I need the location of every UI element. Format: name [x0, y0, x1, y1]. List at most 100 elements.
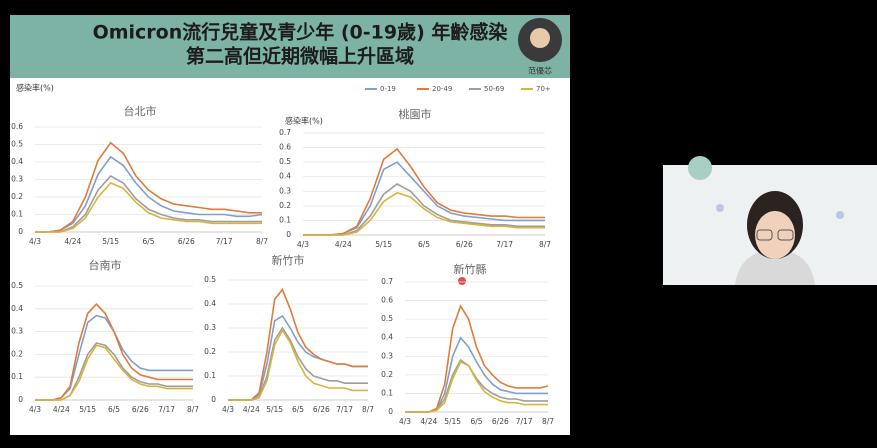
legend-label: 0-19	[380, 85, 396, 93]
y-tick-label: 0.5	[11, 140, 23, 149]
avatar-face	[530, 28, 550, 48]
slide-title: Omicron流行兒童及青少年 (0-19歲) 年齡感染	[93, 21, 508, 44]
x-tick-label: 8/7	[542, 417, 554, 426]
y-tick-label: 0.2	[381, 370, 393, 379]
y-tick-label: 0.1	[204, 371, 216, 380]
y-tick-label: 0.6	[11, 122, 23, 131]
data-line	[35, 155, 263, 233]
y-tick-label: 0.1	[11, 210, 23, 219]
x-tick-label: 6/26	[456, 240, 473, 249]
data-line	[303, 147, 545, 236]
x-tick-label: 8/7	[539, 240, 551, 249]
x-tick-label: 5/15	[375, 240, 392, 249]
x-tick-label: 4/3	[222, 405, 234, 414]
data-line	[35, 182, 262, 233]
chart-title: 新竹市	[272, 253, 305, 267]
x-tick-label: 5/15	[79, 405, 96, 414]
y-tick-label: 0.4	[11, 157, 23, 166]
legend-label: 70+	[536, 85, 551, 93]
slide-title: 第二高但近期微幅上升區域	[186, 45, 414, 68]
x-tick-label: 4/24	[420, 417, 437, 426]
x-tick-label: 6/26	[492, 417, 509, 426]
y-tick-label: 0.3	[204, 323, 216, 332]
data-line	[303, 191, 545, 236]
data-line	[35, 303, 193, 401]
y-tick-label: 0.6	[279, 143, 291, 152]
data-line	[405, 360, 548, 413]
legend: 0-19 20-49 50-69 70+	[365, 85, 551, 93]
x-tick-label: 7/17	[336, 405, 353, 414]
x-tick-label: 4/24	[335, 240, 352, 249]
person-face	[755, 211, 795, 259]
chart-title: 桃園市	[399, 107, 432, 121]
y-tick-label: 0.1	[381, 388, 393, 397]
y-tick-label: 0.2	[11, 192, 23, 201]
chart-title: 新竹縣	[454, 262, 487, 276]
x-tick-label: 6/26	[178, 237, 195, 246]
y-axis-label: 感染率(%)	[285, 116, 323, 126]
y-tick-label: 0.5	[279, 157, 291, 166]
legend-label: 20-49	[432, 85, 452, 93]
data-line	[35, 174, 262, 233]
x-tick-label: 6/26	[313, 405, 330, 414]
y-tick-label: 0	[18, 395, 23, 404]
y-tick-label: 0.4	[204, 299, 216, 308]
y-tick-label: 0.3	[11, 175, 23, 184]
x-tick-label: 4/24	[243, 405, 260, 414]
x-tick-label: 8/7	[256, 237, 268, 246]
data-line	[228, 328, 368, 401]
x-tick-label: 8/7	[187, 405, 199, 414]
y-tick-label: 0.4	[279, 172, 291, 181]
video-decor	[688, 156, 712, 180]
y-tick-label: 0.2	[11, 349, 23, 358]
x-tick-label: 4/3	[399, 417, 411, 426]
x-tick-label: 5/15	[444, 417, 461, 426]
data-line	[35, 344, 193, 401]
cursor-pointer	[458, 277, 466, 285]
x-tick-label: 4/24	[64, 237, 81, 246]
x-tick-label: 6/26	[132, 405, 149, 414]
x-tick-label: 7/17	[158, 405, 175, 414]
video-tile	[663, 156, 877, 285]
glasses	[777, 229, 794, 241]
y-tick-label: 0.7	[279, 128, 291, 137]
x-tick-label: 7/17	[216, 237, 233, 246]
x-tick-label: 6/5	[142, 237, 154, 246]
y-tick-label: 0	[286, 230, 291, 239]
y-tick-label: 0.7	[381, 277, 393, 286]
x-tick-label: 8/7	[362, 405, 374, 414]
slide-header	[10, 15, 570, 78]
x-tick-label: 6/5	[108, 405, 120, 414]
y-tick-label: 0.2	[279, 201, 291, 210]
y-tick-label: 0.3	[11, 327, 23, 336]
x-tick-label: 6/5	[292, 405, 304, 414]
y-tick-label: 0	[18, 227, 23, 236]
x-tick-label: 4/3	[29, 237, 41, 246]
x-tick-label: 6/5	[418, 240, 430, 249]
y-axis-label: 感染率(%)	[16, 83, 54, 93]
x-tick-label: 4/3	[297, 240, 309, 249]
person-body	[735, 250, 815, 285]
y-tick-label: 0	[388, 407, 393, 416]
y-tick-label: 0.6	[381, 296, 393, 305]
legend-label: 50-69	[484, 85, 504, 93]
data-line	[35, 141, 262, 233]
y-tick-label: 0.2	[204, 347, 216, 356]
y-tick-label: 0.5	[11, 281, 23, 290]
y-tick-label: 0.3	[381, 351, 393, 360]
y-tick-label: 0.1	[11, 372, 23, 381]
x-tick-label: 4/3	[29, 405, 41, 414]
x-tick-label: 5/15	[102, 237, 119, 246]
y-tick-label: 0.5	[381, 314, 393, 323]
x-tick-label: 5/15	[266, 405, 283, 414]
x-tick-label: 6/5	[470, 417, 482, 426]
chart-title: 台北市	[124, 104, 157, 118]
x-tick-label: 4/24	[53, 405, 70, 414]
y-tick-label: 0.1	[279, 215, 291, 224]
video-decor	[836, 211, 844, 219]
chart-title: 台南市	[89, 258, 122, 272]
presenter-name: 范優芯	[528, 66, 552, 76]
y-tick-label: 0.4	[381, 333, 393, 342]
